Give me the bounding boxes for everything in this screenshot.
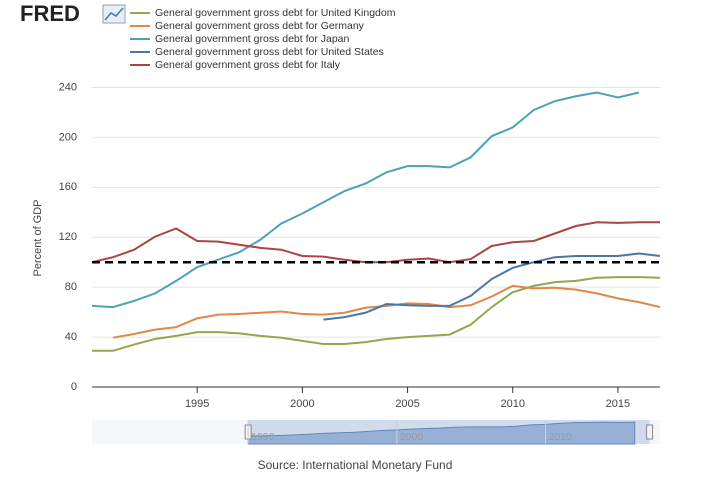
x-tick-label: 1995 [185, 398, 209, 410]
navigator-tick-label: 1990 [251, 431, 275, 443]
navigator-selection [248, 420, 650, 444]
navigator-tick-label: 2010 [549, 431, 573, 443]
y-tick-label: 80 [65, 281, 77, 293]
navigator-area [247, 421, 636, 445]
y-axis-label: Percent of GDP [32, 199, 44, 276]
y-tick-label: 0 [71, 381, 77, 393]
y-tick-label: 40 [65, 331, 77, 343]
logo: FRED [20, 1, 80, 26]
series-line [323, 252, 661, 321]
series-line [91, 221, 660, 264]
legend-label: General government gross debt for German… [155, 20, 365, 32]
series-line [91, 91, 640, 309]
y-tick-label: 120 [59, 231, 77, 243]
logo-icon-line [104, 7, 124, 21]
navigator-handle[interactable] [646, 424, 654, 440]
x-tick-label: 2000 [290, 398, 314, 410]
legend-label: General government gross debt for United… [155, 7, 396, 19]
x-tick-label: 2010 [500, 398, 524, 410]
navigator-tick-label: 2000 [400, 431, 424, 443]
y-tick-label: 240 [59, 81, 77, 93]
y-tick-label: 160 [59, 181, 77, 193]
legend: General government gross debt for United… [130, 7, 396, 71]
x-tick-label: 2015 [606, 398, 630, 410]
source: Source: International Monetary Fund [258, 458, 453, 472]
legend-label: General government gross debt for United… [155, 46, 384, 58]
series-line [112, 284, 661, 339]
x-tick-label: 2005 [395, 398, 419, 410]
legend-label: General government gross debt for Japan [155, 33, 350, 45]
y-tick-label: 200 [59, 131, 77, 143]
series-line [92, 276, 661, 352]
legend-label: General government gross debt for Italy [155, 59, 341, 71]
